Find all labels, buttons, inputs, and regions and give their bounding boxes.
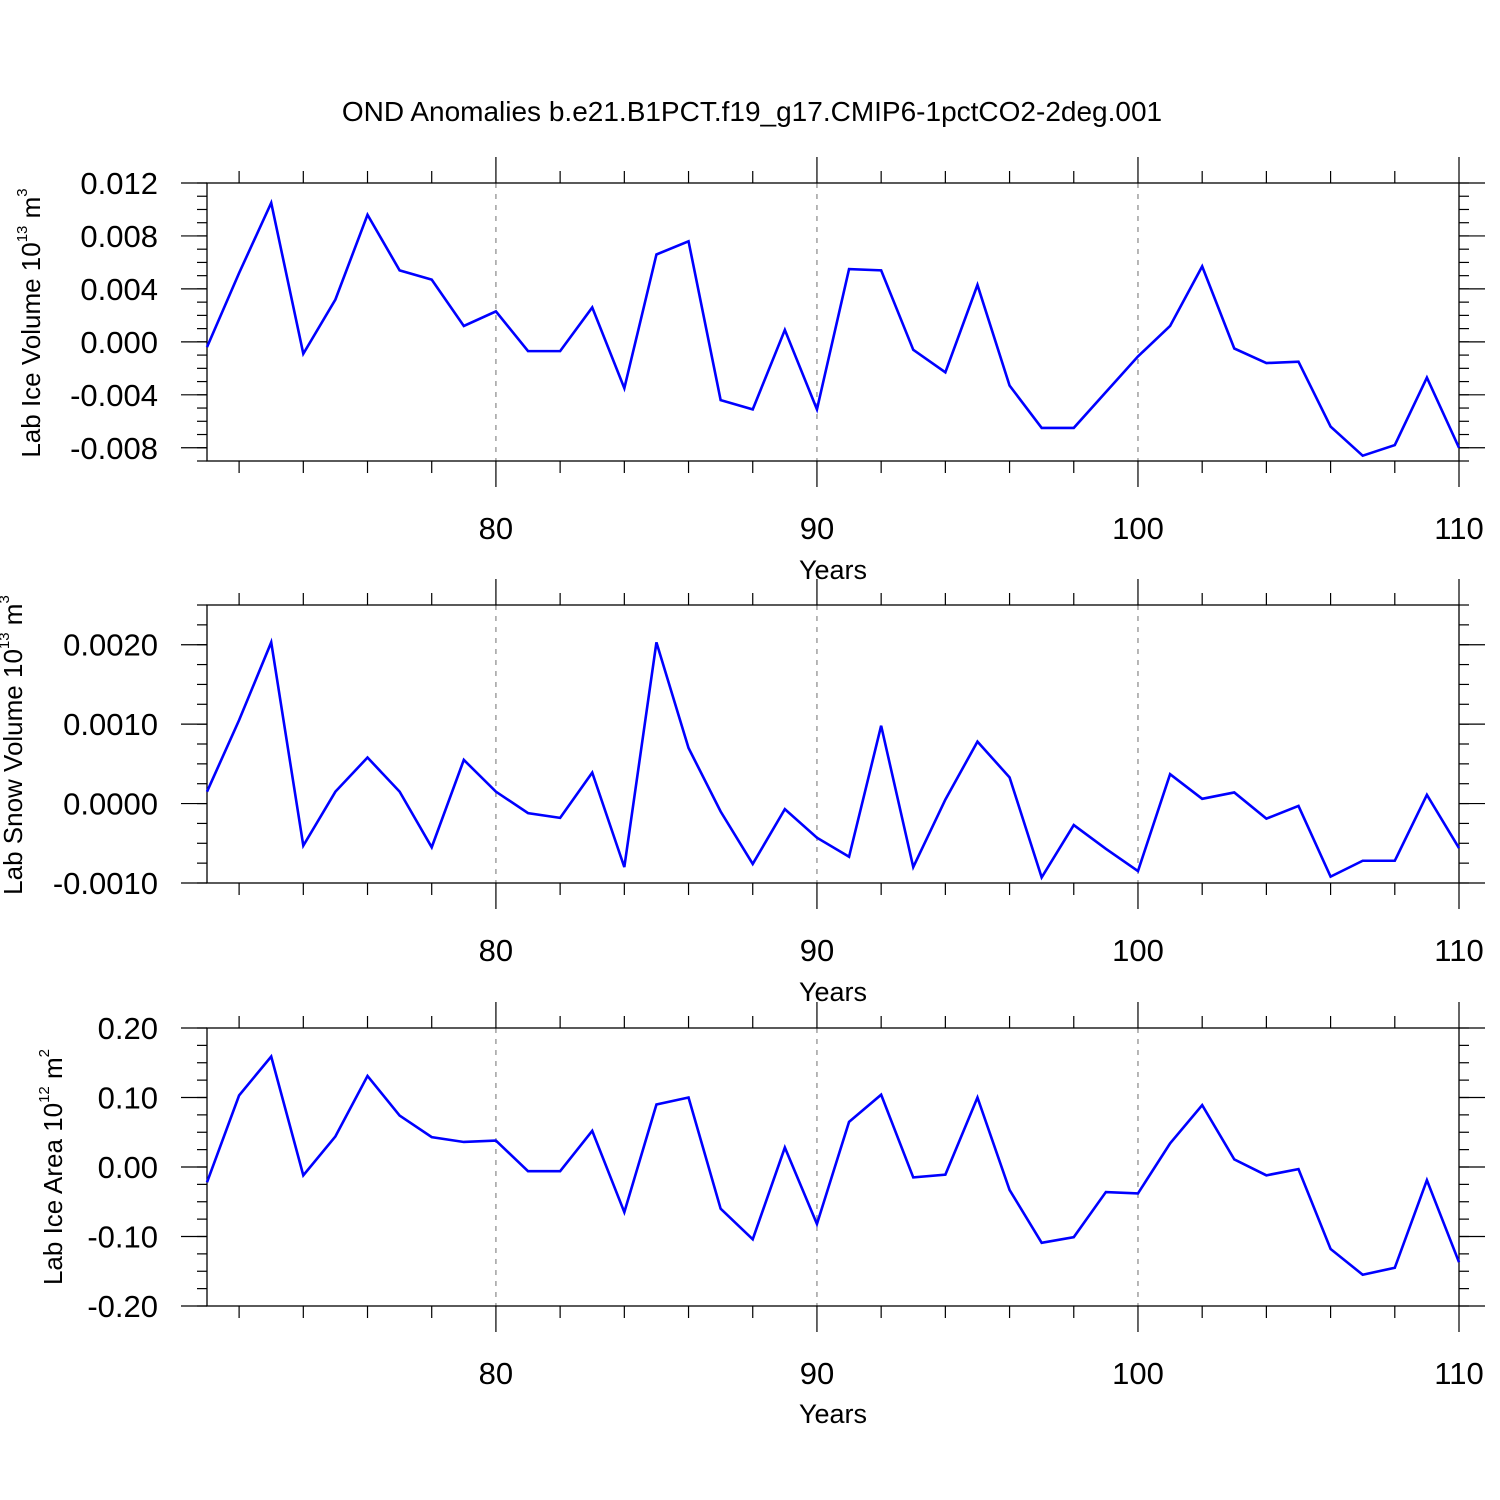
panel-ice-area: Lab Ice Area 1012 m2 Years 80 90 100 110 0.2…: [36, 1002, 1485, 1429]
y-tick-label: 0.004: [80, 272, 158, 307]
y-tick-label: -0.20: [87, 1289, 158, 1324]
x-tick-label: 80: [479, 933, 513, 968]
y-axis-label: Lab Ice Area 1012 m2: [36, 1049, 68, 1285]
y-axis-label: Lab Ice Volume 1013 m3: [14, 188, 46, 457]
y-tick-label: 0.008: [80, 219, 158, 254]
y-tick-label: 0.0020: [63, 628, 158, 663]
y-tick-label: 0.0010: [63, 707, 158, 742]
x-axis-label: Years: [799, 977, 867, 1007]
figure-title: OND Anomalies b.e21.B1PCT.f19_g17.CMIP6-…: [342, 96, 1162, 127]
x-tick-label: 100: [1112, 511, 1164, 546]
panel-snow-volume: Lab Snow Volume 1013 m3 Years 80 90 100 110…: [0, 579, 1485, 1007]
series-line: [205, 1053, 1461, 1277]
plot-frame: [206, 1027, 1460, 1307]
x-tick-label: 100: [1112, 1356, 1164, 1391]
x-tick-label: 100: [1112, 933, 1164, 968]
y-tick-label: -0.004: [70, 378, 158, 413]
plot-frame: [206, 604, 1460, 884]
y-tick-label: 0.20: [98, 1011, 158, 1046]
y-tick-label: -0.008: [70, 431, 158, 466]
series-line: [205, 637, 1461, 881]
x-axis-label: Years: [799, 1399, 867, 1429]
y-axis-label: Lab Snow Volume 1013 m3: [0, 595, 28, 895]
y-tick-label: -0.10: [87, 1220, 158, 1255]
x-tick-label: 80: [479, 511, 513, 546]
y-tick-label: 0.00: [98, 1150, 158, 1185]
x-axis-label: Years: [799, 555, 867, 585]
x-tick-label: 90: [800, 511, 834, 546]
series-line: [205, 198, 1461, 458]
y-tick-label: -0.0010: [53, 866, 158, 901]
x-tick-label: 110: [1434, 511, 1483, 546]
x-tick-label: 90: [800, 933, 834, 968]
x-tick-label: 110: [1434, 933, 1483, 968]
y-tick-label: 0.012: [80, 166, 158, 201]
y-tick-label: 0.0000: [63, 787, 158, 822]
plot-frame: [206, 182, 1460, 462]
x-tick-label: 90: [800, 1356, 834, 1391]
y-tick-label: 0.10: [98, 1081, 158, 1116]
y-tick-label: 0.000: [80, 325, 158, 360]
x-tick-label: 110: [1434, 1356, 1483, 1391]
panel-ice-volume: Lab Ice Volume 1013 m3 Years 80 90 100 110 0…: [14, 157, 1485, 585]
x-tick-label: 80: [479, 1356, 513, 1391]
